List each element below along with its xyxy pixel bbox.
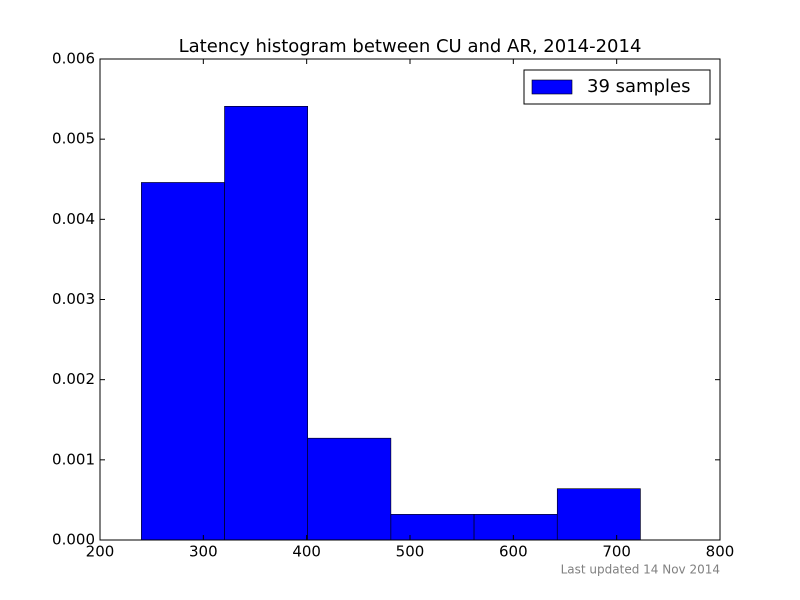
bar	[141, 182, 225, 541]
bar	[224, 105, 308, 541]
x-tick-label: 500	[396, 543, 425, 561]
y-tick-label: 0.004	[52, 210, 95, 228]
x-tick-label: 400	[292, 543, 321, 561]
x-tick-label: 600	[499, 543, 528, 561]
x-tick-label: 200	[86, 543, 115, 561]
y-tick-label: 0.000	[52, 531, 95, 549]
y-tick-label: 0.005	[52, 130, 95, 148]
y-tick-label: 0.001	[52, 450, 95, 468]
bar	[390, 514, 475, 541]
bar	[473, 514, 558, 541]
chart-title: Latency histogram between CU and AR, 201…	[179, 36, 642, 57]
y-tick-label: 0.006	[52, 50, 95, 68]
x-tick-label: 300	[189, 543, 218, 561]
legend-label: 39 samples	[587, 76, 690, 97]
y-tick-label: 0.003	[52, 290, 95, 308]
footnote: Last updated 14 Nov 2014	[561, 563, 720, 577]
x-tick-label: 800	[706, 543, 735, 561]
x-tick-label: 700	[602, 543, 631, 561]
bar	[307, 437, 392, 541]
legend-swatch	[531, 79, 573, 95]
bar	[556, 488, 641, 541]
y-tick-label: 0.002	[52, 370, 95, 388]
